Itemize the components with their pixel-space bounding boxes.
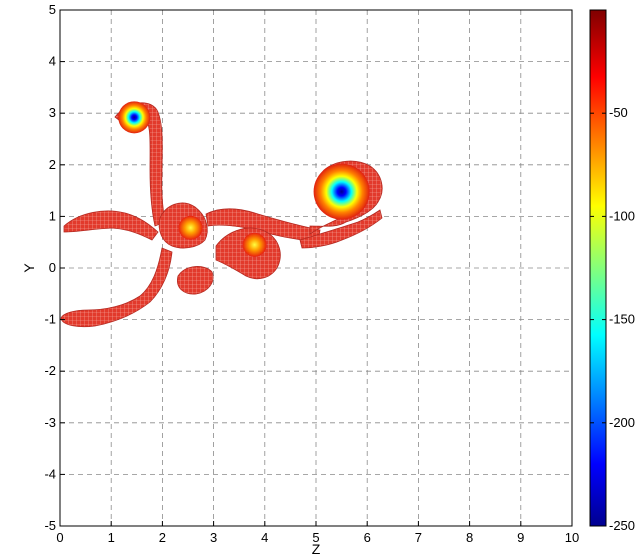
y-tick-label: -3 — [44, 415, 56, 430]
x-tick-label: 4 — [261, 530, 268, 545]
x-tick-label: 2 — [159, 530, 166, 545]
vortex-core — [118, 101, 151, 134]
y-tick-label: 1 — [49, 208, 56, 223]
colorbar — [589, 9, 607, 527]
isosurface-left-arm — [63, 210, 159, 241]
x-tick-label: 1 — [108, 530, 115, 545]
y-tick-label: 0 — [49, 260, 56, 275]
y-axis-label: Y — [21, 263, 37, 273]
x-tick-label: 8 — [466, 530, 473, 545]
x-axis-ticks: 0 1 2 3 4 5 6 7 8 9 10 — [56, 521, 579, 545]
x-tick-label: 7 — [415, 530, 422, 545]
x-tick-label: 0 — [56, 530, 63, 545]
colorbar-tick-label: -150 — [609, 312, 635, 327]
y-tick-label: -5 — [44, 518, 56, 533]
vortex-core — [313, 163, 370, 220]
y-tick-label: 3 — [49, 105, 56, 120]
y-tick-label: 4 — [49, 54, 56, 69]
x-tick-label: 10 — [565, 530, 579, 545]
y-axis-ticks: 5 4 3 2 1 0 -1 -2 -3 -4 -5 — [44, 2, 65, 533]
colorbar-tick-label: -250 — [609, 518, 635, 533]
y-tick-label: -4 — [44, 466, 56, 481]
vortex-core — [242, 232, 267, 257]
y-tick-label: 5 — [49, 2, 56, 17]
x-axis-label: Z — [312, 541, 321, 556]
y-tick-label: -2 — [44, 363, 56, 378]
isosurface-lower-blob — [177, 266, 214, 295]
x-tick-label: 3 — [210, 530, 217, 545]
x-tick-label: 6 — [364, 530, 371, 545]
colorbar-tick-label: -50 — [609, 105, 628, 120]
x-tick-label: 9 — [517, 530, 524, 545]
grid-lines — [60, 10, 572, 526]
colorbar-tick-label: -100 — [609, 208, 635, 223]
colorbar-tick-label: -200 — [609, 415, 635, 430]
x-tick-label: 5 — [312, 530, 319, 545]
isosurface-right-tail — [299, 209, 383, 249]
y-tick-label: 2 — [49, 157, 56, 172]
y-tick-label: -1 — [44, 312, 56, 327]
vortex-core-markers — [118, 101, 370, 257]
colorbar-ticks: -50 -100 -150 -200 -250 — [590, 105, 635, 533]
isosurface-lower-arm — [60, 247, 173, 328]
vortex-core — [178, 215, 203, 240]
